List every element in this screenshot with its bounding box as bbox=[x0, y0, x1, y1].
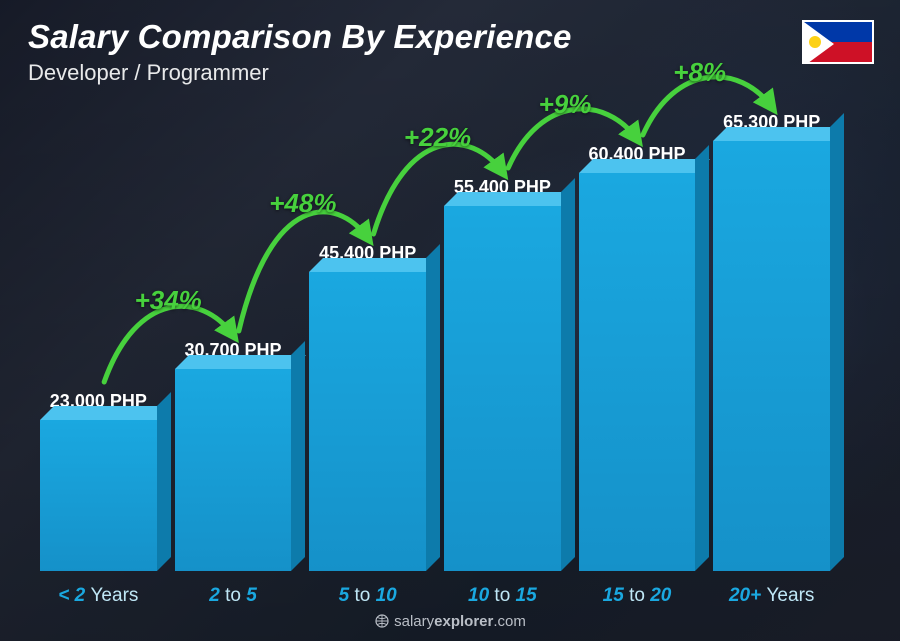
philippines-flag-icon bbox=[802, 20, 874, 64]
header: Salary Comparison By Experience Develope… bbox=[28, 18, 872, 86]
increase-arc bbox=[239, 212, 368, 331]
increase-percentage-label: +22% bbox=[404, 122, 471, 153]
increase-arcs bbox=[30, 101, 840, 571]
x-tick-label: 10 to 15 bbox=[444, 585, 561, 607]
x-tick-label: 15 to 20 bbox=[579, 585, 696, 607]
increase-percentage-label: +8% bbox=[673, 57, 726, 88]
increase-percentage-label: +34% bbox=[135, 285, 202, 316]
site-logo: salaryexplorer.com bbox=[374, 613, 526, 630]
footer: salaryexplorer.com bbox=[0, 613, 900, 634]
increase-arc bbox=[374, 144, 503, 234]
explorer-icon bbox=[374, 613, 390, 629]
x-tick-label: 20+ Years bbox=[713, 585, 830, 607]
page-title: Salary Comparison By Experience bbox=[28, 18, 872, 56]
increase-percentage-label: +48% bbox=[269, 188, 336, 219]
increase-percentage-label: +9% bbox=[539, 89, 592, 120]
chart-area: 23,000 PHP30,700 PHP45,400 PHP55,400 PHP… bbox=[30, 101, 840, 571]
x-tick-label: 2 to 5 bbox=[175, 585, 292, 607]
x-tick-label: < 2 Years bbox=[40, 585, 157, 607]
x-axis-labels: < 2 Years 2 to 5 5 to 10 10 to 15 15 to 20 20… bbox=[30, 585, 840, 607]
x-tick-label: 5 to 10 bbox=[309, 585, 426, 607]
increase-arc bbox=[104, 306, 233, 382]
